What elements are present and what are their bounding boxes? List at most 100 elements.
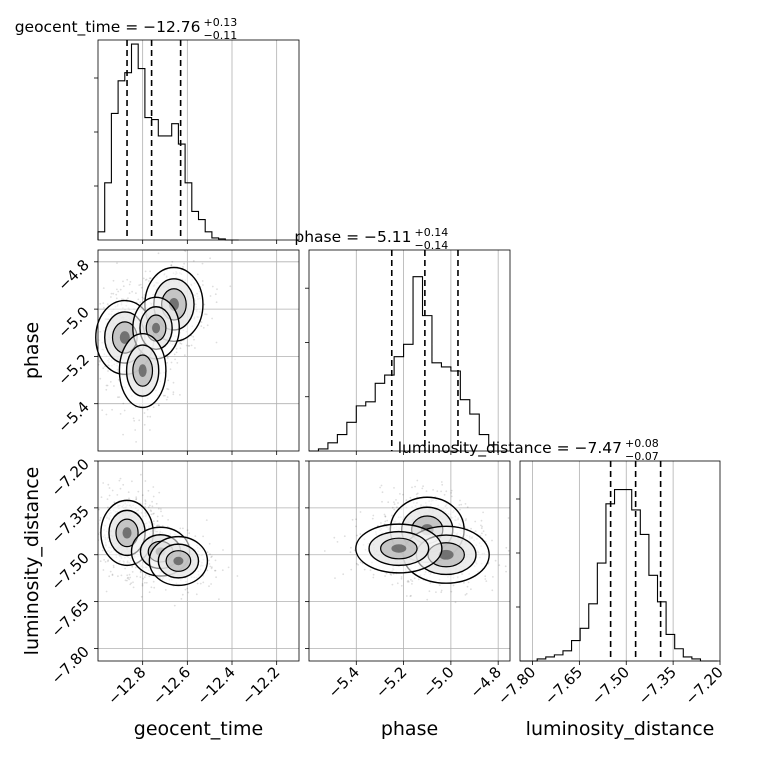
scatter-lumdist-geocent-point xyxy=(208,563,211,565)
scatter-lumdist-geocent-point xyxy=(144,500,147,503)
scatter-lumdist-phase-point xyxy=(466,506,469,509)
scatter-phase-geocent-point xyxy=(183,354,186,357)
scatter-phase-geocent-point xyxy=(132,417,135,420)
scatter-lumdist-phase-point xyxy=(463,582,465,584)
scatter-phase-geocent-point xyxy=(88,379,90,381)
scatter-lumdist-geocent-xtick-label: −12.4 xyxy=(194,663,239,708)
scatter-lumdist-phase-point xyxy=(435,457,437,459)
scatter-lumdist-phase-point xyxy=(440,490,442,493)
scatter-phase-geocent-point xyxy=(169,368,172,371)
scatter-lumdist-geocent-point xyxy=(139,571,142,574)
scatter-lumdist-geocent-point xyxy=(131,480,133,483)
scatter-lumdist-phase-point xyxy=(474,530,477,532)
scatter-lumdist-geocent-point xyxy=(139,576,142,578)
scatter-lumdist-geocent-point xyxy=(103,559,105,561)
scatter-lumdist-phase-point xyxy=(413,577,416,580)
scatter-phase-geocent-point xyxy=(143,294,146,296)
scatter-lumdist-phase-density-contour xyxy=(438,549,454,560)
scatter-lumdist-geocent-point xyxy=(122,483,125,486)
scatter-lumdist-geocent-point xyxy=(150,510,153,513)
scatter-lumdist-phase-point xyxy=(426,598,429,601)
scatter-lumdist-phase-point xyxy=(391,506,394,509)
scatter-lumdist-geocent-point xyxy=(149,509,152,512)
scatter-phase-geocent-point xyxy=(102,367,105,370)
scatter-lumdist-geocent-point xyxy=(126,579,128,582)
scatter-lumdist-geocent-point xyxy=(161,515,164,517)
panel-title-plus: +0.08 xyxy=(625,437,659,450)
scatter-phase-geocent-point xyxy=(122,285,125,288)
scatter-lumdist-geocent-point xyxy=(152,580,155,583)
scatter-lumdist-phase-point xyxy=(399,493,401,495)
scatter-lumdist-geocent-point xyxy=(160,510,162,513)
scatter-phase-geocent-point xyxy=(216,288,218,291)
scatter-lumdist-geocent-point xyxy=(151,505,154,508)
scatter-lumdist-geocent-point xyxy=(85,531,87,533)
scatter-phase-geocent-point xyxy=(166,388,169,390)
scatter-lumdist-phase-point xyxy=(411,580,414,582)
scatter-lumdist-geocent-point xyxy=(205,519,208,521)
scatter-lumdist-phase-point xyxy=(425,490,428,493)
scatter-lumdist-phase-frame xyxy=(308,460,511,662)
scatter-lumdist-phase-point xyxy=(436,490,439,493)
x-axis-label-phase: phase xyxy=(381,718,438,740)
scatter-phase-geocent-point xyxy=(193,338,195,341)
scatter-lumdist-phase-point xyxy=(410,578,412,581)
scatter-lumdist-geocent-point xyxy=(132,581,134,584)
scatter-lumdist-geocent-point xyxy=(108,575,111,578)
scatter-lumdist-geocent-point xyxy=(111,489,114,492)
scatter-lumdist-geocent-point xyxy=(139,570,142,573)
scatter-phase-geocent-point xyxy=(172,393,175,396)
scatter-lumdist-geocent-point xyxy=(131,571,134,573)
scatter-lumdist-phase-point xyxy=(393,503,396,506)
hist-phase-steps xyxy=(309,276,499,452)
scatter-lumdist-phase-point xyxy=(393,508,396,511)
scatter-lumdist-geocent-point xyxy=(202,535,205,538)
scatter-lumdist-geocent-point xyxy=(156,520,159,522)
scatter-phase-geocent-point xyxy=(171,261,174,263)
scatter-lumdist-geocent-point xyxy=(130,582,133,585)
scatter-phase-geocent-point xyxy=(106,303,109,305)
scatter-phase-geocent-point xyxy=(103,306,105,309)
scatter-lumdist-phase-density-contour xyxy=(391,544,407,553)
scatter-lumdist-phase-point xyxy=(485,580,488,582)
scatter-lumdist-phase-point xyxy=(381,491,384,494)
scatter-lumdist-geocent-point xyxy=(111,573,114,576)
scatter-phase-geocent-point xyxy=(138,284,141,286)
scatter-lumdist-geocent-ytick-label: −7.80 xyxy=(48,643,93,688)
scatter-phase-geocent-point xyxy=(179,394,181,396)
scatter-phase-geocent-point xyxy=(190,344,193,347)
scatter-phase-geocent-point xyxy=(131,290,134,293)
scatter-phase-geocent-point xyxy=(149,277,152,280)
scatter-lumdist-geocent-point xyxy=(152,513,155,515)
scatter-lumdist-geocent-point xyxy=(119,487,122,490)
scatter-lumdist-phase-point xyxy=(481,532,483,535)
scatter-lumdist-geocent-point xyxy=(127,576,130,579)
scatter-lumdist-geocent-point xyxy=(144,499,147,501)
scatter-lumdist-geocent-point xyxy=(144,480,147,482)
scatter-lumdist-geocent-point xyxy=(221,569,224,572)
scatter-lumdist-geocent-point xyxy=(120,574,123,577)
scatter-phase-geocent-point xyxy=(183,262,186,265)
scatter-lumdist-geocent-point xyxy=(141,583,144,585)
scatter-lumdist-geocent-point xyxy=(166,525,169,528)
scatter-lumdist-phase-point xyxy=(359,533,362,535)
scatter-phase-geocent-density-contour xyxy=(119,331,130,344)
scatter-lumdist-phase-point xyxy=(464,594,467,596)
scatter-lumdist-phase-point xyxy=(372,573,375,576)
scatter-phase-geocent-ytick-label: −5.0 xyxy=(54,303,92,341)
scatter-lumdist-phase-point xyxy=(350,546,352,549)
scatter-lumdist-geocent-point xyxy=(112,564,115,567)
hist-geocent-time-frame xyxy=(97,39,300,241)
scatter-lumdist-phase-xtick-label: −5.2 xyxy=(372,663,410,701)
scatter-lumdist-geocent-point xyxy=(218,598,220,601)
scatter-lumdist-phase-point xyxy=(396,506,398,509)
scatter-lumdist-geocent-point xyxy=(95,552,97,554)
scatter-lumdist-geocent-point xyxy=(87,550,89,552)
panel-title-minus: −0.14 xyxy=(415,239,449,252)
scatter-lumdist-phase-point xyxy=(411,486,413,489)
scatter-lumdist-geocent-point xyxy=(88,537,90,539)
scatter-lumdist-phase-point xyxy=(343,535,346,538)
scatter-lumdist-phase-point xyxy=(438,584,441,586)
scatter-phase-geocent-point xyxy=(172,381,175,384)
scatter-lumdist-geocent-point xyxy=(150,586,153,589)
